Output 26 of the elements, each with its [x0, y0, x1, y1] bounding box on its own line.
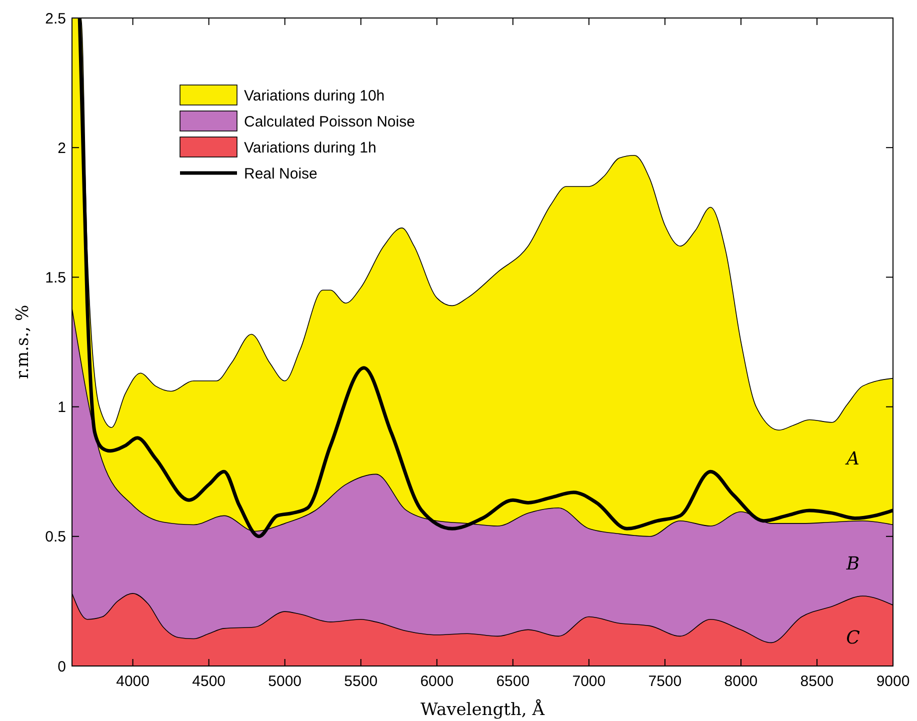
annotation: B [845, 553, 860, 574]
y-tick-label: 0.5 [45, 528, 66, 546]
legend-label: Real Noise [244, 165, 318, 182]
x-tick-label: 4500 [192, 673, 226, 690]
x-tick-label: 8500 [800, 673, 834, 690]
x-tick-label: 5000 [268, 673, 302, 690]
annotation: C [846, 627, 860, 648]
y-tick-label: 0 [58, 658, 66, 676]
x-tick-label: 7500 [648, 673, 682, 690]
legend-label: Variations during 1h [244, 139, 376, 156]
y-axis-title: r.m.s., % [13, 304, 33, 380]
x-tick-label: 7000 [572, 673, 606, 690]
x-tick-label: 6000 [420, 673, 454, 690]
legend-label: Calculated Poisson Noise [244, 113, 415, 130]
x-axis-title: Wavelength, Å [420, 699, 546, 720]
x-tick-label: 9000 [876, 673, 910, 690]
y-tick-label: 2.5 [45, 10, 66, 28]
y-tick-label: 1.5 [45, 269, 66, 286]
x-tick-label: 5500 [344, 673, 378, 690]
x-tick-label: 8000 [724, 673, 758, 690]
x-tick-label: 4000 [116, 673, 150, 690]
annotation: A [844, 448, 860, 470]
y-tick-label: 1 [58, 399, 66, 416]
legend-label: Variations during 10h [244, 87, 385, 104]
y-tick-label: 2 [58, 140, 66, 157]
x-tick-label: 6500 [496, 673, 530, 690]
